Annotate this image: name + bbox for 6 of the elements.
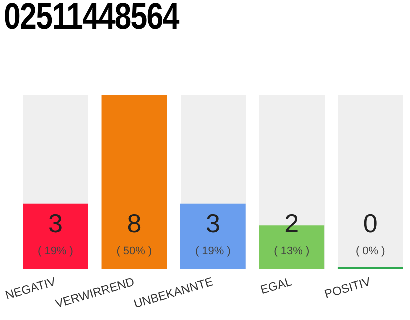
data-label: 0 ( 0% ) xyxy=(356,208,386,258)
x-tick-label: EGAL xyxy=(259,274,294,298)
data-label: 8 ( 50% ) xyxy=(116,208,152,258)
data-label: 3 ( 19% ) xyxy=(195,208,231,258)
chart-title: 02511448564 xyxy=(4,0,179,38)
data-label: 3 ( 19% ) xyxy=(38,208,74,258)
